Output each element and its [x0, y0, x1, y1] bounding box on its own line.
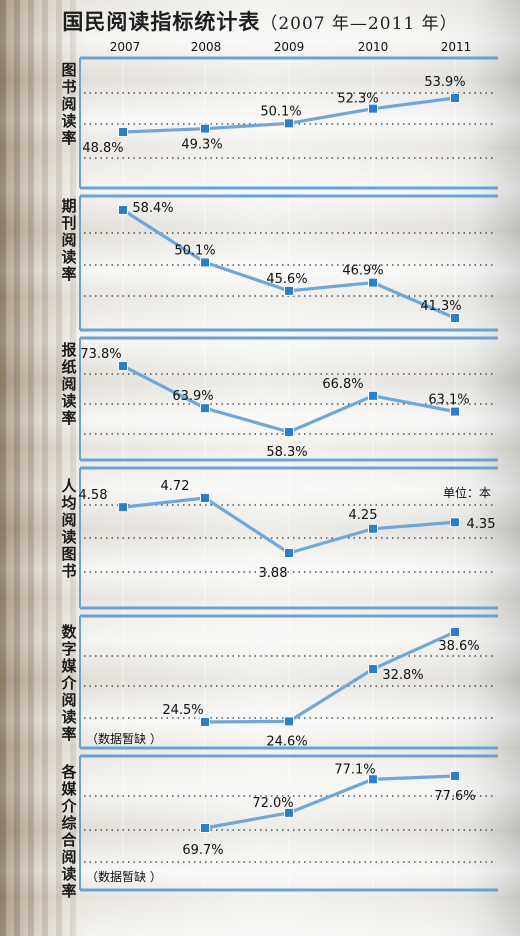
data-point — [368, 277, 378, 288]
data-point — [284, 285, 294, 296]
data-point — [200, 823, 210, 833]
data-label: 4.35 — [467, 517, 496, 532]
data-label: 66.8% — [322, 377, 363, 392]
data-point — [368, 103, 378, 114]
data-label: 41.3% — [420, 299, 461, 314]
chart-title-main: 国民阅读指标统计表 — [62, 10, 261, 34]
panel-label-newspapers: 报纸阅读率 — [61, 341, 77, 427]
data-point — [450, 406, 460, 417]
data-point — [118, 205, 128, 215]
data-point — [200, 493, 210, 503]
data-label: 63.1% — [428, 393, 469, 408]
year-label: 2011 — [440, 40, 472, 54]
year-label: 2007 — [109, 40, 141, 54]
panel-label-books-per-capita: 人均阅读图书 — [61, 477, 77, 580]
series-line — [204, 774, 456, 830]
data-label: 38.6% — [438, 639, 479, 654]
data-label: 3.88 — [259, 566, 288, 581]
year-label: 2009 — [273, 40, 305, 54]
data-point — [118, 127, 128, 137]
data-label: 52.3% — [337, 92, 378, 107]
data-label: 53.9% — [424, 75, 465, 90]
data-point — [284, 427, 294, 437]
year-label: 2010 — [357, 40, 389, 54]
panel-label-overall: 各媒介综合阅读率 — [61, 763, 77, 900]
data-label: 58.4% — [132, 201, 173, 216]
data-point — [368, 390, 378, 401]
data-label: 32.8% — [382, 668, 423, 683]
data-label: 4.58 — [79, 488, 108, 503]
data-label: 48.8% — [82, 141, 123, 156]
panel-label-periodicals: 期刊阅读率 — [61, 197, 77, 283]
data-point — [284, 716, 294, 727]
missing-data-note: （数据暂缺 ） — [86, 870, 162, 884]
data-label: 58.3% — [266, 445, 307, 460]
data-point — [118, 361, 128, 371]
data-point — [200, 403, 210, 414]
data-point — [368, 523, 378, 534]
data-label: 46.9% — [342, 264, 383, 279]
data-point — [368, 774, 378, 785]
data-label: 72.0% — [252, 796, 293, 811]
data-point — [200, 717, 210, 727]
data-point — [450, 517, 460, 528]
missing-data-note: （数据暂缺 ） — [86, 732, 162, 746]
data-label: 45.6% — [266, 272, 307, 287]
data-label: 50.1% — [260, 104, 301, 119]
data-point — [284, 118, 294, 129]
data-point — [284, 548, 294, 558]
chart-title: 国民阅读指标统计表（2007 年—2011 年） — [0, 6, 520, 36]
data-point — [200, 123, 210, 134]
data-label: 69.7% — [182, 843, 223, 858]
data-point — [200, 257, 210, 268]
data-point — [368, 664, 378, 675]
panel-label-books: 图书阅读率 — [61, 61, 77, 147]
data-point — [450, 771, 460, 781]
data-label: 4.25 — [349, 508, 378, 523]
data-point — [450, 93, 460, 103]
data-point — [450, 313, 460, 323]
data-point — [284, 807, 294, 818]
year-label: 2008 — [190, 40, 222, 54]
data-label: 49.3% — [181, 138, 222, 153]
data-label: 73.8% — [80, 347, 121, 362]
data-label: 63.9% — [172, 389, 213, 404]
data-label: 77.6% — [434, 789, 475, 804]
data-point — [450, 627, 460, 637]
data-label: 24.5% — [162, 703, 203, 718]
data-label: 4.72 — [161, 479, 190, 494]
series-line — [204, 630, 456, 724]
panel-label-digital: 数字媒介阅读率 — [61, 623, 77, 743]
data-label: 24.6% — [266, 734, 307, 749]
unit-note: 单位：本 — [443, 486, 492, 500]
chart-title-sub: （2007 年—2011 年） — [260, 14, 458, 34]
data-label: 77.1% — [334, 762, 375, 777]
data-point — [118, 502, 128, 513]
data-label: 50.1% — [174, 243, 215, 258]
